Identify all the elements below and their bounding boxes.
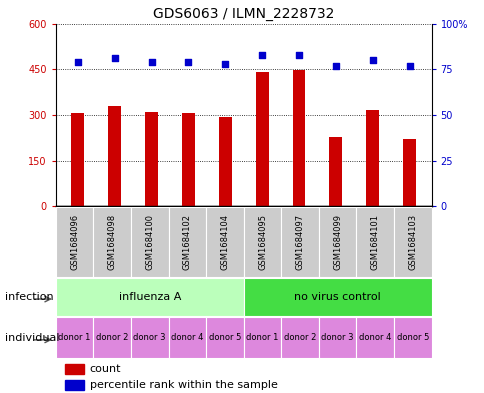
Bar xyxy=(243,207,281,277)
Text: donor 1: donor 1 xyxy=(246,333,278,342)
Bar xyxy=(182,114,195,206)
Point xyxy=(74,59,82,65)
Point xyxy=(405,62,412,69)
Bar xyxy=(292,70,305,206)
Text: GSM1684102: GSM1684102 xyxy=(182,214,192,270)
Bar xyxy=(393,207,431,277)
Text: GSM1684101: GSM1684101 xyxy=(370,214,379,270)
Text: GSM1684096: GSM1684096 xyxy=(70,214,79,270)
Point xyxy=(221,61,229,67)
Bar xyxy=(356,207,393,277)
Point xyxy=(111,55,119,61)
Bar xyxy=(255,72,268,206)
Text: donor 2: donor 2 xyxy=(283,333,316,342)
Bar xyxy=(402,140,415,206)
Bar xyxy=(318,207,356,277)
Bar xyxy=(56,317,93,358)
Bar xyxy=(281,317,318,358)
Bar xyxy=(243,317,281,358)
Bar xyxy=(168,207,206,277)
Bar xyxy=(65,364,83,375)
Text: donor 5: donor 5 xyxy=(208,333,241,342)
Text: GSM1684095: GSM1684095 xyxy=(257,214,267,270)
Text: donor 3: donor 3 xyxy=(133,333,166,342)
Bar xyxy=(93,317,131,358)
Point xyxy=(294,51,302,58)
Bar xyxy=(108,106,121,206)
Bar xyxy=(218,118,231,206)
Text: donor 4: donor 4 xyxy=(171,333,203,342)
Text: donor 3: donor 3 xyxy=(321,333,353,342)
Text: donor 5: donor 5 xyxy=(396,333,428,342)
Bar xyxy=(206,317,243,358)
Bar xyxy=(56,278,243,316)
Bar xyxy=(131,317,168,358)
Text: percentile rank within the sample: percentile rank within the sample xyxy=(90,380,277,390)
Bar xyxy=(356,317,393,358)
Text: GSM1684097: GSM1684097 xyxy=(295,214,304,270)
Text: GSM1684104: GSM1684104 xyxy=(220,214,229,270)
Bar xyxy=(329,137,342,206)
Bar xyxy=(281,207,318,277)
Text: count: count xyxy=(90,364,121,375)
Bar xyxy=(365,110,378,206)
Text: infection: infection xyxy=(5,292,53,302)
Bar xyxy=(243,278,431,316)
Bar xyxy=(393,317,431,358)
Bar xyxy=(56,207,93,277)
Bar xyxy=(206,207,243,277)
Text: no virus control: no virus control xyxy=(294,292,380,302)
Point xyxy=(148,59,155,65)
Text: donor 1: donor 1 xyxy=(58,333,91,342)
Text: GSM1684098: GSM1684098 xyxy=(107,214,117,270)
Point xyxy=(184,59,192,65)
Text: individual: individual xyxy=(5,333,59,343)
Text: donor 4: donor 4 xyxy=(358,333,391,342)
Bar xyxy=(168,317,206,358)
Point xyxy=(257,51,265,58)
Text: GSM1684103: GSM1684103 xyxy=(408,214,417,270)
Text: GSM1684100: GSM1684100 xyxy=(145,214,154,270)
Text: influenza A: influenza A xyxy=(118,292,181,302)
Text: GSM1684099: GSM1684099 xyxy=(333,214,342,270)
Bar xyxy=(145,112,158,206)
Text: donor 2: donor 2 xyxy=(96,333,128,342)
Point xyxy=(331,62,339,69)
Title: GDS6063 / ILMN_2228732: GDS6063 / ILMN_2228732 xyxy=(153,7,333,21)
Bar xyxy=(318,317,356,358)
Bar xyxy=(93,207,131,277)
Point xyxy=(368,57,376,63)
Bar xyxy=(65,380,83,390)
Bar xyxy=(71,114,84,206)
Bar xyxy=(131,207,168,277)
